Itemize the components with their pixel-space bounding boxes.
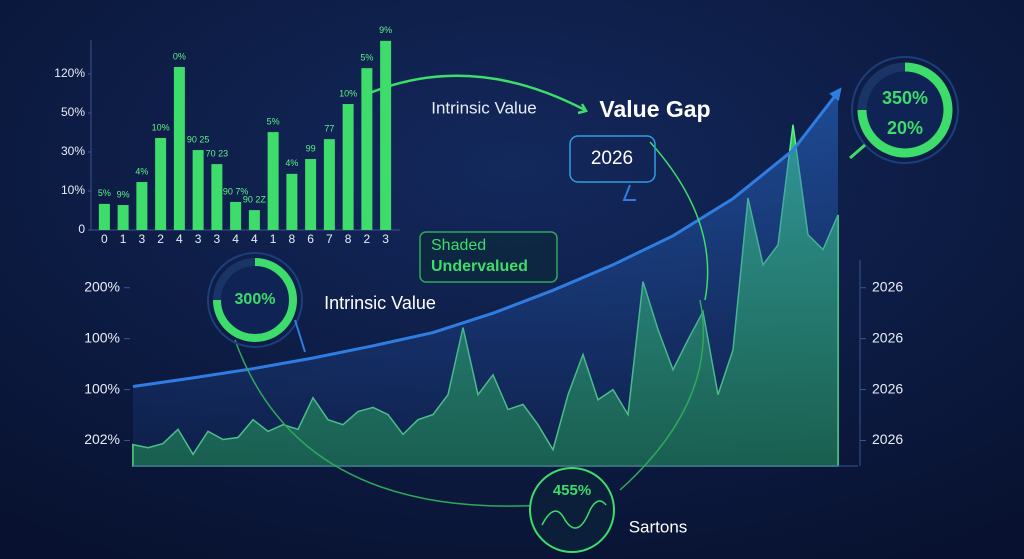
- annotation: Intrinsic Value: [431, 98, 537, 117]
- arrow: [364, 74, 586, 112]
- bar-annotation: 90 25: [187, 134, 210, 144]
- ring-outer: [207, 252, 303, 348]
- bar-annotation: 9%: [117, 189, 130, 199]
- arrow-head: [577, 103, 588, 115]
- bar: [155, 137, 167, 230]
- connector: [619, 299, 705, 491]
- bar: [173, 66, 185, 230]
- annotation: 455%: [553, 482, 591, 499]
- bar: [380, 40, 392, 230]
- connector: [234, 339, 546, 507]
- bar: [98, 203, 110, 230]
- bar-annotation: 10%: [339, 88, 357, 98]
- annotation: Sartons: [629, 517, 688, 536]
- bar-annotation: 9%: [379, 25, 392, 35]
- annotation: 300%: [235, 291, 276, 308]
- x-tick-label: 4: [251, 232, 258, 246]
- bar: [117, 205, 129, 230]
- bar-annotation: 5%: [98, 188, 111, 198]
- annotation: Intrinsic Value: [324, 293, 436, 313]
- gap-shade: [133, 92, 838, 466]
- bar: [286, 173, 298, 230]
- annotation: 20%: [887, 118, 923, 138]
- bar-annotation: 77: [324, 124, 334, 134]
- marker: [622, 184, 636, 201]
- y-tick-label: 202%: [84, 431, 120, 447]
- pointer: [849, 143, 866, 160]
- bar: [211, 164, 223, 230]
- y-tick-label: 120%: [54, 66, 85, 80]
- intrinsic-line: [132, 91, 840, 388]
- bar: [192, 150, 204, 230]
- y2-tick-label: 2026: [872, 329, 903, 345]
- y2-tick-label: 2026: [872, 431, 903, 447]
- bar: [230, 201, 242, 230]
- label-box: [569, 135, 656, 183]
- x-tick-label: 2: [364, 232, 371, 246]
- ring: [529, 467, 615, 553]
- y-tick-label: 50%: [61, 105, 85, 119]
- x-tick-label: 3: [195, 232, 202, 246]
- bar-annotation: 4%: [285, 158, 298, 168]
- annotation: 2026: [591, 148, 633, 169]
- x-tick-label: 7: [326, 232, 333, 246]
- annotation: 350%: [882, 88, 928, 108]
- bar-annotation: 10%: [152, 122, 170, 132]
- x-tick-label: 2: [157, 232, 164, 246]
- x-tick-label: 8: [289, 232, 296, 246]
- x-tick-label: 1: [270, 232, 277, 246]
- decorations: [207, 56, 959, 553]
- y-tick-label: 0: [78, 222, 85, 236]
- x-tick-label: 3: [139, 232, 146, 246]
- y-tick-label: 30%: [61, 144, 85, 158]
- bar-annotation: 90 7%: [223, 186, 249, 196]
- bar: [361, 68, 373, 231]
- bar-annotation: 5%: [267, 116, 280, 126]
- bar: [267, 132, 279, 230]
- bar-annotation: 90 2Z: [243, 194, 267, 204]
- annotation: Value Gap: [599, 96, 710, 122]
- y-tick-label: 10%: [61, 183, 85, 197]
- x-tick-label: 4: [176, 232, 183, 246]
- x-tick-label: 1: [120, 232, 127, 246]
- y-tick-label: 100%: [84, 380, 120, 396]
- arrow-head: [829, 87, 842, 102]
- annotation: Undervalued: [431, 258, 528, 275]
- bar: [342, 104, 354, 230]
- ring-arc: [857, 62, 953, 158]
- x-tick-label: 0: [101, 232, 108, 246]
- bar: [136, 182, 148, 230]
- x-tick-label: 3: [382, 232, 389, 246]
- bar-annotation: 0%: [173, 51, 186, 61]
- bar-annotation: 99: [306, 143, 316, 153]
- ring-outer: [851, 56, 959, 164]
- y-tick-label: 200%: [84, 278, 120, 294]
- annotation: Shaded: [431, 237, 486, 254]
- bar-annotation: 5%: [360, 53, 373, 63]
- y2-tick-label: 2026: [872, 278, 903, 294]
- x-tick-label: 3: [214, 232, 221, 246]
- bar: [248, 210, 260, 230]
- pointer: [294, 319, 306, 353]
- connector: [649, 141, 709, 301]
- y2-tick-label: 2026: [872, 380, 903, 396]
- ring-arc: [213, 258, 297, 342]
- x-tick-label: 4: [232, 232, 239, 246]
- bar: [323, 139, 335, 230]
- bar-annotation: 70 23: [206, 148, 229, 158]
- sparkline: [541, 500, 607, 529]
- bar-annotation: 4%: [135, 166, 148, 176]
- bar: [305, 159, 317, 230]
- x-tick-label: 6: [307, 232, 314, 246]
- y-tick-label: 100%: [84, 329, 120, 345]
- x-tick-label: 8: [345, 232, 352, 246]
- label-box: [419, 231, 558, 283]
